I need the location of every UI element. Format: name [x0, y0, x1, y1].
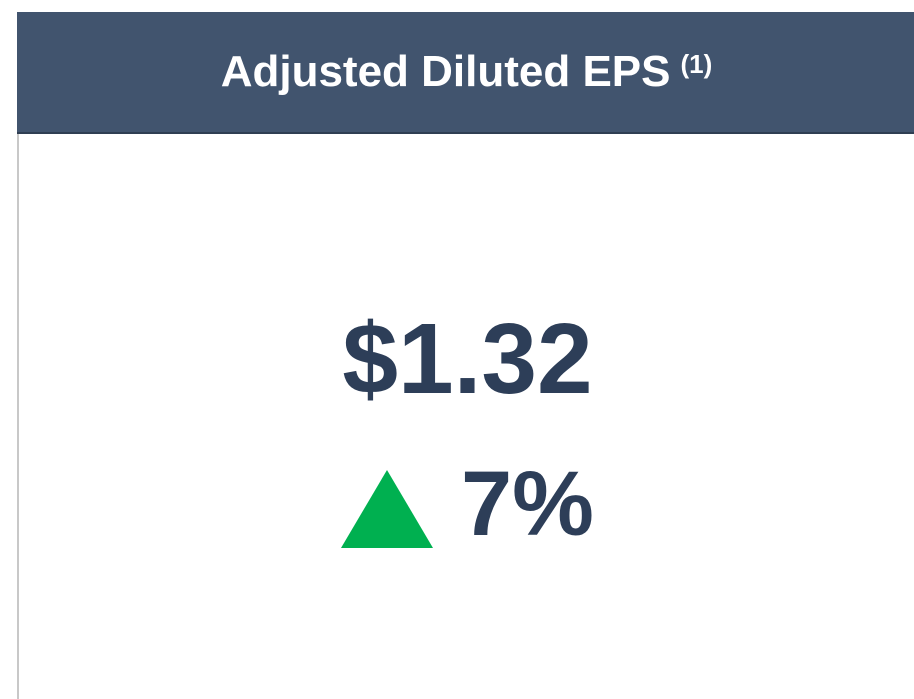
- change-row: 7%: [19, 452, 914, 557]
- change-value: 7%: [461, 453, 594, 555]
- title: Adjusted Diluted EPS: [220, 47, 671, 96]
- eps-value: $1.32: [342, 303, 593, 415]
- footnote: (1): [680, 48, 713, 79]
- header: Adjusted Diluted EPS (1): [17, 12, 914, 134]
- card: Adjusted Diluted EPS (1) $1.32 7%: [17, 12, 914, 699]
- up-arrow: [341, 469, 434, 548]
